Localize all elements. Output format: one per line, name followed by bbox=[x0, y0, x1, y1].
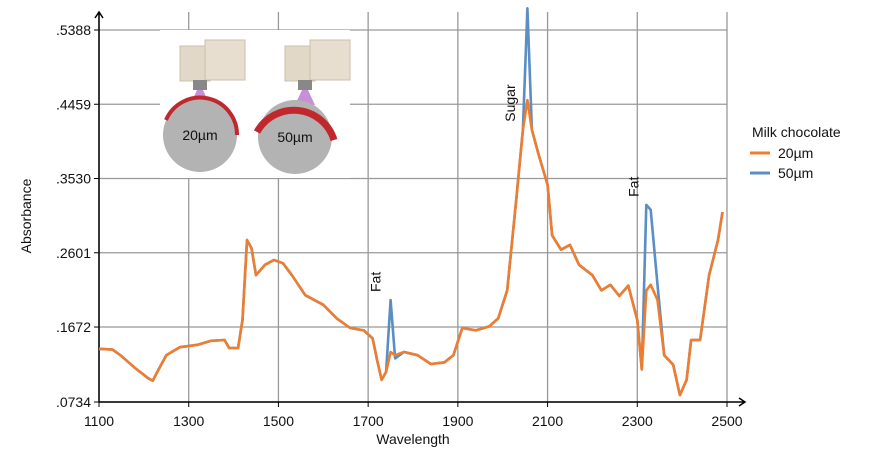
y-tick-label: .2601 bbox=[56, 245, 91, 261]
inset-illustration: 20µm 50µm bbox=[160, 30, 351, 178]
probe bbox=[309, 39, 351, 81]
inset-label: 50µm bbox=[277, 129, 312, 145]
y-tick-label: .3530 bbox=[56, 171, 91, 187]
probe bbox=[204, 39, 246, 81]
legend-label: 50µm bbox=[778, 165, 813, 181]
annotation: Fat bbox=[626, 177, 642, 197]
y-tick-label: .0734 bbox=[56, 394, 91, 410]
x-tick-label: 1700 bbox=[353, 413, 384, 429]
probe-tip bbox=[193, 80, 207, 90]
x-axis-label: Wavelength bbox=[376, 431, 449, 447]
particle bbox=[163, 98, 237, 172]
line-series bbox=[98, 98, 724, 397]
layer bbox=[253, 106, 338, 142]
y-axis-label: Absorbance bbox=[18, 178, 34, 253]
layer bbox=[164, 95, 240, 136]
annotation: Sugar bbox=[502, 84, 518, 122]
legend-title: Milk chocolate bbox=[752, 124, 841, 140]
annotation: Fat bbox=[368, 272, 384, 292]
inset-label: 20µm bbox=[182, 127, 217, 143]
x-tick-label: 1900 bbox=[442, 413, 473, 429]
x-tick-label: 2500 bbox=[711, 413, 742, 429]
y-tick-label: .4459 bbox=[56, 96, 91, 112]
x-tick-label: 2100 bbox=[532, 413, 563, 429]
y-tick-label: .1672 bbox=[56, 319, 91, 335]
x-tick-label: 1100 bbox=[84, 413, 114, 429]
x-tick-label: 1300 bbox=[173, 413, 204, 429]
legend-label: 20µm bbox=[778, 145, 813, 161]
x-tick-label: 1500 bbox=[263, 413, 294, 429]
probe-tip bbox=[298, 80, 312, 90]
y-tick-label: .5388 bbox=[56, 22, 91, 38]
axis bbox=[94, 10, 747, 407]
x-tick-label: 2300 bbox=[622, 413, 653, 429]
